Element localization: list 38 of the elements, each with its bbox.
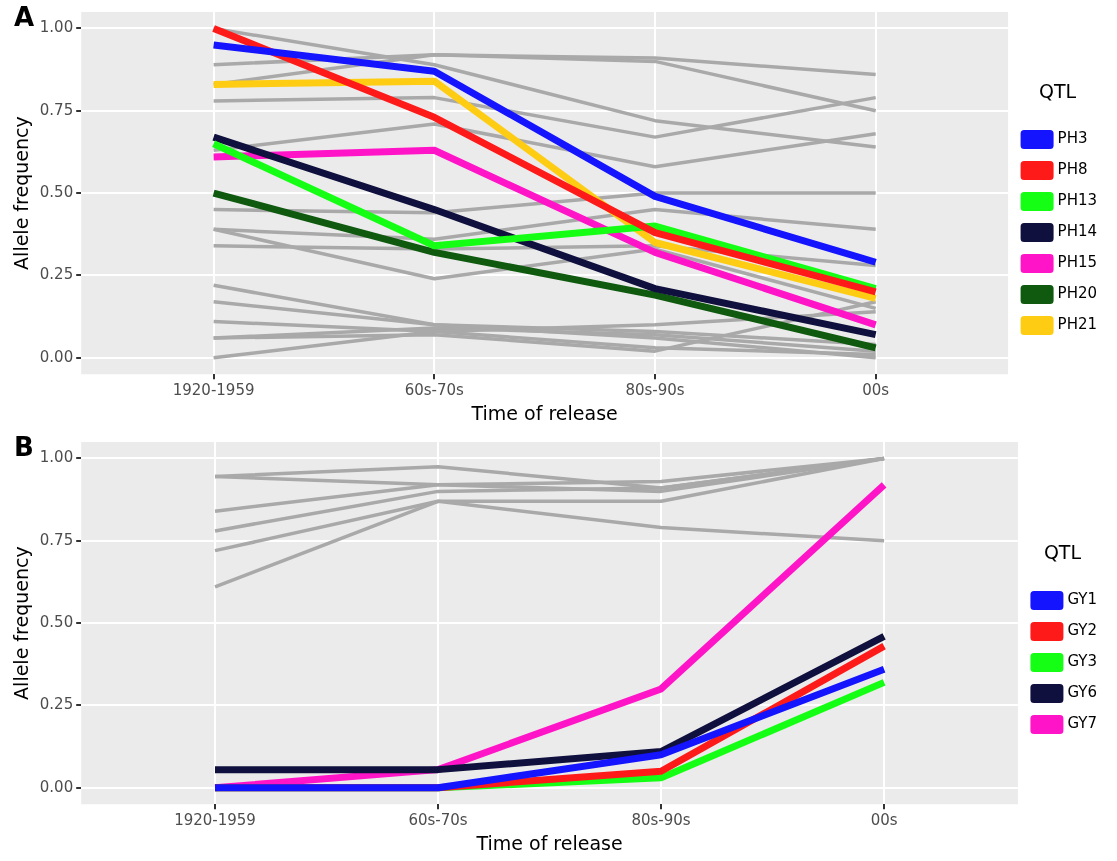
chart-title: B: [14, 432, 34, 462]
x-tick-label: 60s-70s: [408, 811, 468, 830]
legend-label: PH15: [1057, 253, 1098, 272]
y-tick-label: 1.00: [39, 448, 74, 467]
legend-label: PH13: [1057, 191, 1098, 210]
y-tick-label: 0.75: [39, 100, 74, 119]
legend-label: GY2: [1067, 621, 1098, 640]
y-tick-label: 1.00: [39, 18, 74, 37]
legend-label: PH3: [1057, 129, 1088, 148]
legend-label: PH14: [1057, 222, 1098, 241]
y-tick-label: 0.25: [39, 265, 74, 284]
x-tick-label: 00s: [870, 811, 898, 830]
y-axis-title: Allele frequency: [10, 116, 33, 270]
legend-label: PH20: [1057, 284, 1098, 303]
y-tick-label: 0.25: [39, 695, 74, 714]
legend-label: GY3: [1067, 652, 1098, 671]
x-tick-label: 80s-90s: [625, 381, 685, 400]
chart-title: A: [14, 2, 35, 32]
y-tick-label: 0.00: [39, 777, 74, 796]
y-tick-label: 0.75: [39, 530, 74, 549]
x-tick-label: 80s-90s: [631, 811, 691, 830]
legend-label: GY7: [1067, 714, 1098, 733]
x-tick-label: 60s-70s: [404, 381, 465, 400]
legend-label: GY1: [1067, 590, 1098, 609]
legend-label: GY6: [1067, 683, 1098, 702]
legend-label: PH21: [1057, 315, 1098, 334]
x-tick-label: 1920-1959: [172, 381, 255, 400]
legend-title: QTL: [1038, 79, 1077, 102]
x-axis-title: Time of release: [470, 401, 618, 424]
y-tick-label: 0.50: [39, 612, 74, 631]
y-tick-label: 0.00: [39, 347, 74, 366]
legend-label: PH8: [1057, 160, 1088, 179]
x-tick-label: 1920-1959: [174, 811, 256, 830]
y-tick-label: 0.50: [39, 182, 74, 201]
x-axis-title: Time of release: [475, 831, 623, 854]
y-axis-title: Allele frequency: [10, 546, 33, 700]
x-tick-label: 00s: [862, 381, 890, 400]
legend-title: QTL: [1043, 540, 1082, 563]
